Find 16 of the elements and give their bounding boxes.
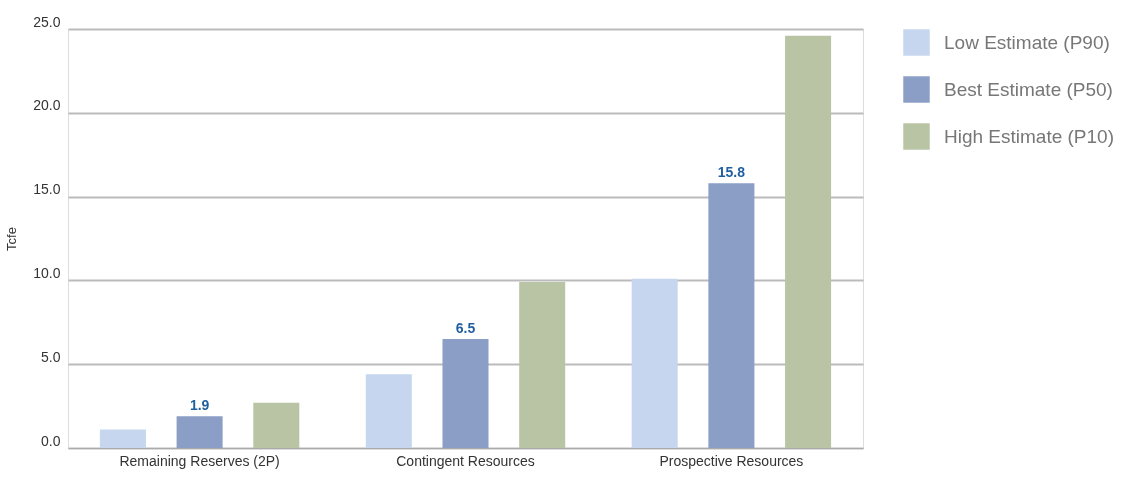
x-tick-label: Contingent Resources xyxy=(396,452,535,469)
legend-label: Low Estimate (P90) xyxy=(944,31,1110,53)
y-tick-label: 10.0 xyxy=(33,264,61,281)
legend-label: Best Estimate (P50) xyxy=(944,78,1113,100)
x-tick-label: Remaining Reserves (2P) xyxy=(119,452,280,469)
y-tick-label: 25.0 xyxy=(33,13,61,30)
y-tick-label: 15.0 xyxy=(33,181,61,198)
data-label: 6.5 xyxy=(455,320,476,337)
y-tick-label: 5.0 xyxy=(41,348,61,365)
data-label: 15.8 xyxy=(717,164,746,181)
y-tick-label: 20.0 xyxy=(33,97,61,114)
y-axis-title: Tcfe xyxy=(4,227,20,251)
y-tick-label: 0.0 xyxy=(41,432,61,449)
legend-label: High Estimate (P10) xyxy=(944,125,1115,147)
x-tick-label: Prospective Resources xyxy=(659,452,804,469)
data-label: 1.9 xyxy=(189,397,210,414)
